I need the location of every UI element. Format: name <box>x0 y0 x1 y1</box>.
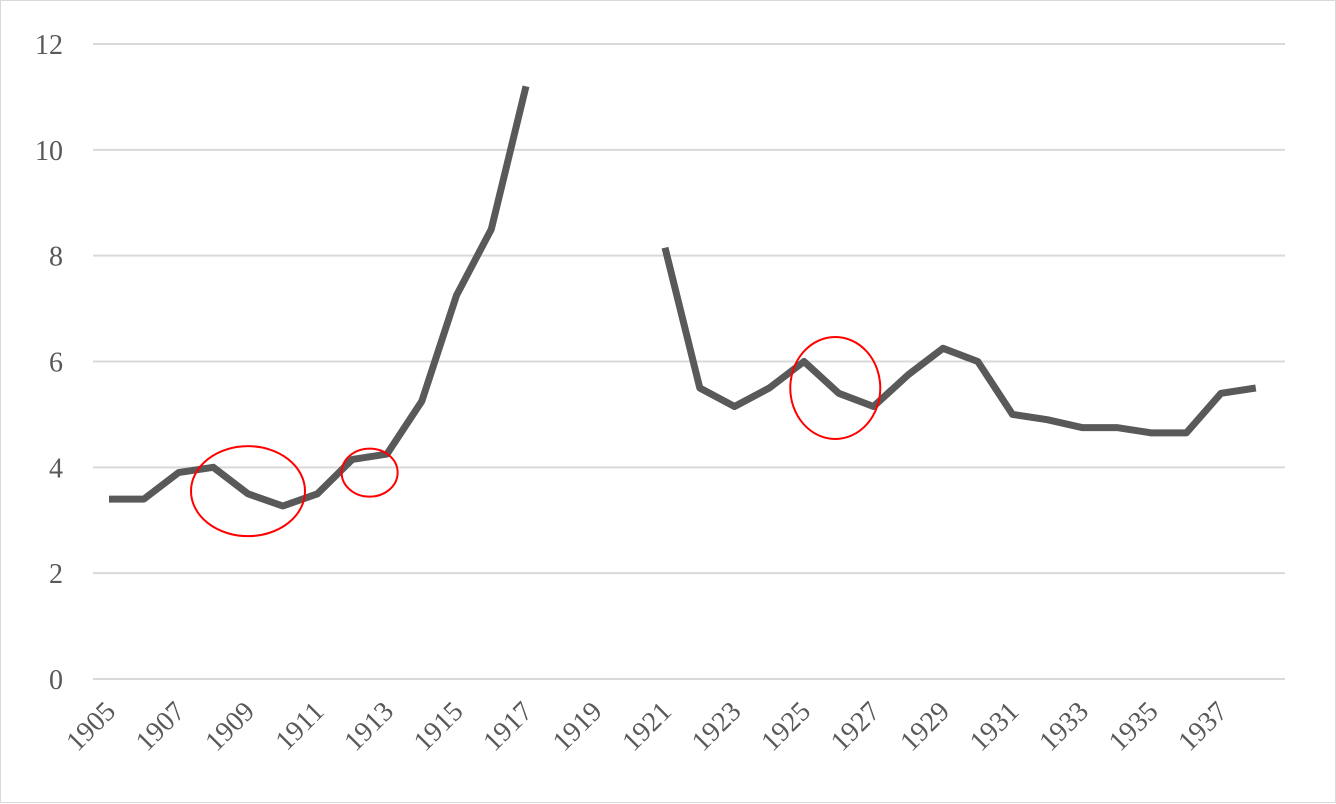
x-axis-tick-labels: 1905 1907 1909 1911 1913 1915 1917 1919 1921 1923… <box>60 696 1234 758</box>
y-tick-label: 4 <box>49 453 63 484</box>
x-tick-label: 1907 <box>130 696 192 758</box>
x-tick-label: 1933 <box>1033 696 1095 758</box>
y-tick-label: 10 <box>35 136 63 167</box>
x-tick-label: 1935 <box>1103 696 1165 758</box>
x-tick-label: 1917 <box>477 696 539 758</box>
gridlines <box>93 43 1285 680</box>
x-tick-label: 1921 <box>616 696 678 758</box>
x-tick-label: 1919 <box>547 696 609 758</box>
annotation-layer <box>190 335 882 538</box>
y-tick-label: 2 <box>49 559 63 590</box>
y-axis-tick-labels: 0 2 4 6 8 10 12 <box>35 30 63 696</box>
series-layer <box>109 85 1257 510</box>
x-tick-label: 1909 <box>199 696 261 758</box>
x-tick-label: 1931 <box>964 696 1026 758</box>
y-tick-label: 12 <box>35 30 63 61</box>
x-tick-label: 1927 <box>825 696 887 758</box>
x-tick-label: 1911 <box>270 696 331 757</box>
y-tick-label: 8 <box>49 242 63 273</box>
highlight-circle <box>340 447 399 498</box>
y-tick-label: 6 <box>49 348 63 379</box>
highlight-circle <box>789 335 882 440</box>
x-tick-label: 1905 <box>60 696 122 758</box>
x-tick-label: 1929 <box>894 696 956 758</box>
highlight-circle <box>190 445 306 538</box>
series-line-segment-1 <box>109 85 530 510</box>
y-tick-label: 0 <box>49 665 63 696</box>
series-line-segment-2 <box>661 246 1257 437</box>
x-tick-label: 1915 <box>408 696 470 758</box>
x-tick-label: 1937 <box>1172 696 1234 758</box>
x-tick-label: 1925 <box>755 696 817 758</box>
x-tick-label: 1923 <box>686 696 748 758</box>
x-tick-label: 1913 <box>338 696 400 758</box>
